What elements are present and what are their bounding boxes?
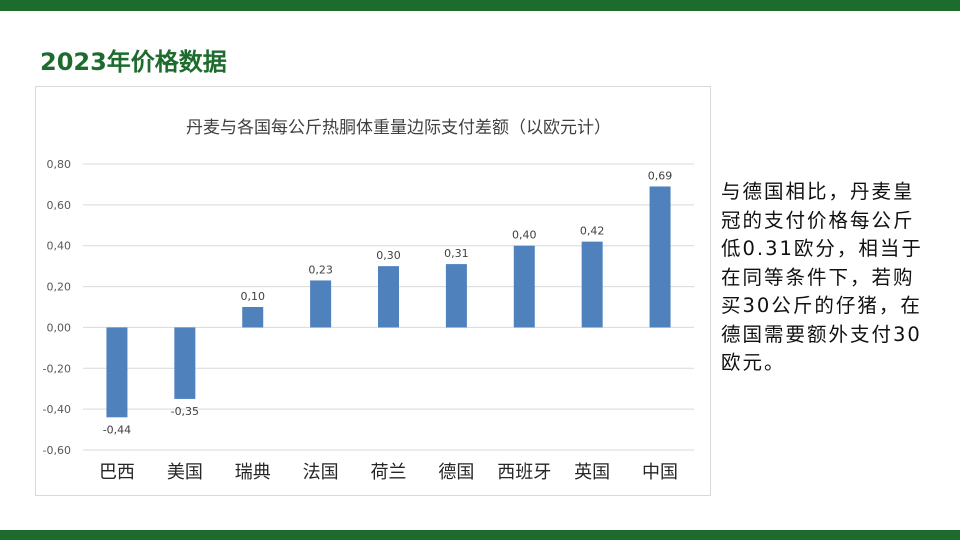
- x-category-label: 瑞典: [235, 462, 271, 483]
- bar: [242, 307, 264, 328]
- side-note: 与德国相比，丹麦皇冠的支付价格每公斤低0.31欧分，相当于在同等条件下，若购买3…: [721, 180, 923, 374]
- top-accent-bar: [0, 0, 960, 11]
- y-tick-label: 0,60: [47, 199, 72, 212]
- y-tick-label: -0,20: [43, 362, 71, 375]
- x-category-label: 法国: [303, 462, 339, 483]
- data-label: -0,44: [103, 423, 131, 436]
- bar: [174, 327, 196, 399]
- bar: [106, 327, 128, 418]
- data-label: 0,42: [580, 225, 605, 238]
- data-label: 0,69: [648, 169, 673, 182]
- page-title: 2023年价格数据: [40, 48, 227, 76]
- data-label: 0,10: [240, 290, 265, 303]
- data-label: 0,31: [444, 247, 469, 260]
- x-category-label: 荷兰: [371, 462, 407, 483]
- bar: [581, 241, 603, 328]
- data-label: -0,35: [171, 405, 199, 418]
- x-category-label: 中国: [642, 462, 678, 483]
- data-label: 0,30: [376, 249, 401, 262]
- chart-frame: 丹麦与各国每公斤热胴体重量边际支付差额（以欧元计） 0,80 0,60 0,40 0,2…: [35, 86, 711, 496]
- y-tick-label: -0,40: [43, 403, 71, 416]
- bar: [513, 245, 535, 328]
- bar: [378, 266, 399, 328]
- y-tick-label: 0,20: [47, 281, 72, 294]
- bar: [649, 186, 671, 328]
- chart-title: 丹麦与各国每公斤热胴体重量边际支付差额（以欧元计）: [186, 118, 611, 138]
- y-tick-label: 0,00: [47, 321, 72, 334]
- bar: [310, 280, 332, 328]
- y-tick-label: -0,60: [43, 444, 71, 457]
- x-category-label: 英国: [574, 462, 610, 483]
- x-category-label: 巴西: [99, 462, 135, 483]
- data-label: 0,40: [512, 229, 537, 242]
- bottom-accent-bar: [0, 530, 960, 540]
- x-category-label: 美国: [167, 462, 203, 483]
- bar: [445, 264, 467, 328]
- y-tick-label: 0,40: [47, 240, 72, 253]
- data-label: 0,23: [308, 263, 333, 276]
- x-category-label: 西班牙: [497, 462, 551, 483]
- y-tick-label: 0,80: [47, 158, 72, 171]
- x-category-label: 德国: [438, 462, 474, 483]
- bar-chart: 丹麦与各国每公斤热胴体重量边际支付差额（以欧元计） 0,80 0,60 0,40 0,2…: [43, 118, 694, 483]
